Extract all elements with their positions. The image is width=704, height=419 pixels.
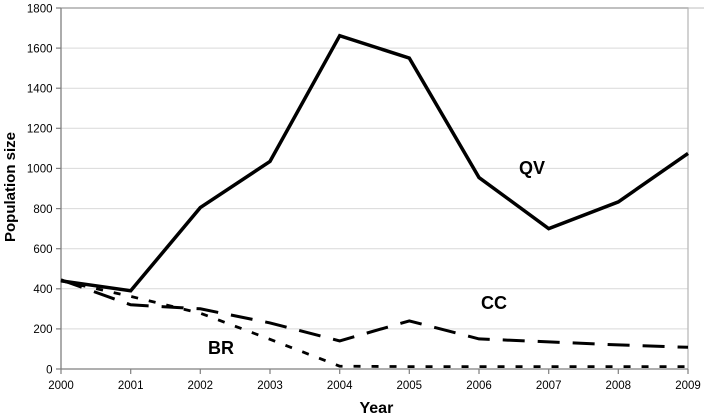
svg-text:400: 400	[33, 284, 52, 296]
svg-text:CC: CC	[481, 293, 507, 313]
svg-text:2003: 2003	[257, 380, 283, 392]
svg-text:2009: 2009	[675, 380, 701, 392]
svg-text:2004: 2004	[327, 380, 353, 392]
svg-text:Year: Year	[359, 400, 393, 417]
svg-text:BR: BR	[208, 338, 234, 358]
svg-text:200: 200	[33, 324, 52, 336]
svg-text:600: 600	[33, 244, 52, 256]
svg-text:2002: 2002	[188, 380, 214, 392]
svg-text:1000: 1000	[27, 164, 53, 176]
svg-text:2000: 2000	[48, 380, 74, 392]
svg-text:0: 0	[46, 364, 52, 376]
svg-text:800: 800	[33, 204, 52, 216]
svg-text:QV: QV	[519, 158, 545, 178]
svg-text:Population size: Population size	[2, 132, 19, 242]
svg-text:1800: 1800	[27, 3, 53, 15]
svg-text:1600: 1600	[27, 43, 53, 55]
svg-text:2007: 2007	[536, 380, 562, 392]
svg-text:1200: 1200	[27, 124, 53, 136]
svg-text:2005: 2005	[397, 380, 423, 392]
svg-text:2008: 2008	[606, 380, 632, 392]
svg-text:2001: 2001	[118, 380, 144, 392]
svg-text:2006: 2006	[466, 380, 492, 392]
svg-text:1400: 1400	[27, 84, 53, 96]
